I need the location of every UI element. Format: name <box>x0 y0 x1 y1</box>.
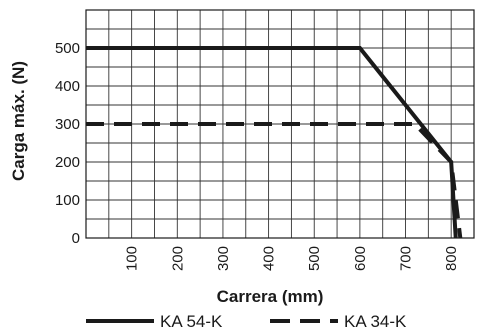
x-tick-label: 500 <box>306 246 323 271</box>
x-axis-title: Carrera (mm) <box>217 287 324 306</box>
y-tick-label: 200 <box>55 154 80 171</box>
y-tick-labels: 0 100 200 300 400 500 <box>55 40 80 247</box>
legend-label: KA 54-K <box>160 312 223 331</box>
legend: KA 54-K KA 34-K <box>86 312 407 331</box>
x-tick-label: 700 <box>398 246 415 271</box>
x-tick-label: 400 <box>261 246 278 271</box>
x-tick-labels: 100 200 300 400 500 600 700 800 <box>124 246 461 271</box>
y-tick-label: 400 <box>55 78 80 95</box>
series-line <box>86 46 458 239</box>
y-tick-label: 0 <box>72 230 80 247</box>
y-tick-label: 500 <box>55 40 80 57</box>
series-layer <box>86 46 463 239</box>
x-tick-label: 600 <box>352 246 369 271</box>
x-tick-label: 100 <box>124 246 141 271</box>
y-tick-label: 300 <box>55 116 80 133</box>
x-tick-label: 800 <box>443 246 460 271</box>
x-tick-label: 300 <box>215 246 232 271</box>
y-tick-label: 100 <box>55 192 80 209</box>
legend-label: KA 34-K <box>344 312 407 331</box>
plot-frame <box>85 9 475 239</box>
y-axis-title: Carga máx. (N) <box>9 61 28 181</box>
x-tick-label: 200 <box>169 246 186 271</box>
